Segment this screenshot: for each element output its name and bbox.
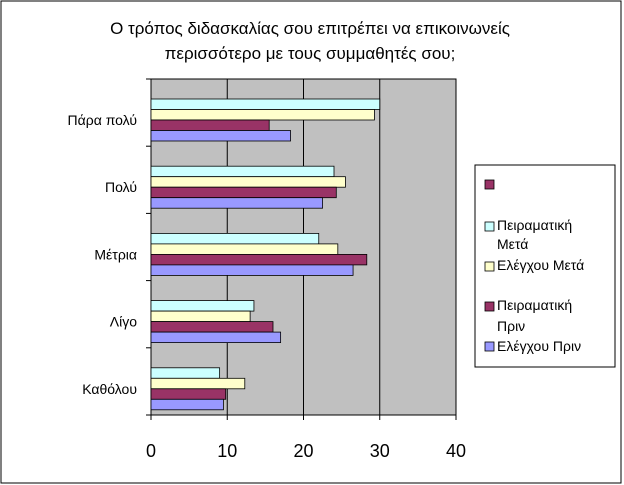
bar-3-1 xyxy=(150,310,251,323)
legend-swatch-extra xyxy=(484,179,495,190)
category-label: Λίγο xyxy=(110,314,137,330)
legend-label: Πειραματική xyxy=(497,217,572,233)
x-tick-label: 30 xyxy=(370,441,390,461)
category-label: Καθόλου xyxy=(82,381,137,397)
category-label: Πολύ xyxy=(105,179,137,195)
bar-3-3 xyxy=(150,331,282,344)
bar-4-1 xyxy=(150,377,246,390)
bar-0-0 xyxy=(150,98,381,110)
bar-4-0 xyxy=(150,367,221,379)
bar-4-3 xyxy=(150,398,224,411)
category-label: Πάρα πολύ xyxy=(68,112,137,128)
chart-title-line-2: περισσότερο με τους συμμαθητές σου; xyxy=(165,44,456,63)
x-tick-label: 20 xyxy=(293,441,313,461)
bar-0-2 xyxy=(150,119,270,131)
bar-0-1 xyxy=(150,109,375,121)
category-label: Μέτρια xyxy=(94,246,137,262)
legend-swatch-3 xyxy=(484,341,495,352)
legend: Πειραματική Μετά Ελέγχου Μετά Πειραματική Πρ… xyxy=(474,164,616,368)
legend-label: Ελέγχου Πριν xyxy=(497,338,581,354)
bar-2-1 xyxy=(150,243,339,255)
bar-1-1 xyxy=(150,176,346,188)
legend-label: Μετά xyxy=(497,236,528,252)
legend-label: Πριν xyxy=(497,318,525,334)
bar-1-2 xyxy=(150,186,337,199)
legend-label: Πειραματική xyxy=(497,297,572,313)
legend-swatch-0 xyxy=(484,221,495,232)
bar-2-3 xyxy=(150,264,354,276)
bar-4-2 xyxy=(150,388,227,400)
bar-2-0 xyxy=(150,232,320,245)
legend-swatch-1 xyxy=(484,261,495,272)
chart-title-line-1: Ο τρόπος διδασκαλίας σου επιτρέπει να επ… xyxy=(110,19,510,38)
x-tick-label: 0 xyxy=(146,441,156,461)
x-tick-label: 10 xyxy=(217,441,237,461)
bar-3-2 xyxy=(150,321,274,333)
plot-area: Πάρα πολύ Πολύ Μέτρια Λίγο Καθόλου 0 10 20 30 40 xyxy=(68,78,466,461)
bar-1-0 xyxy=(150,165,335,178)
bar-2-2 xyxy=(150,253,368,266)
legend-box xyxy=(474,164,616,368)
legend-swatch-2 xyxy=(484,301,495,312)
bar-1-3 xyxy=(150,197,323,209)
legend-label: Ελέγχου Μετά xyxy=(497,257,584,273)
bar-0-3 xyxy=(150,130,291,142)
x-tick-label: 40 xyxy=(446,441,466,461)
bar-3-0 xyxy=(150,300,255,312)
